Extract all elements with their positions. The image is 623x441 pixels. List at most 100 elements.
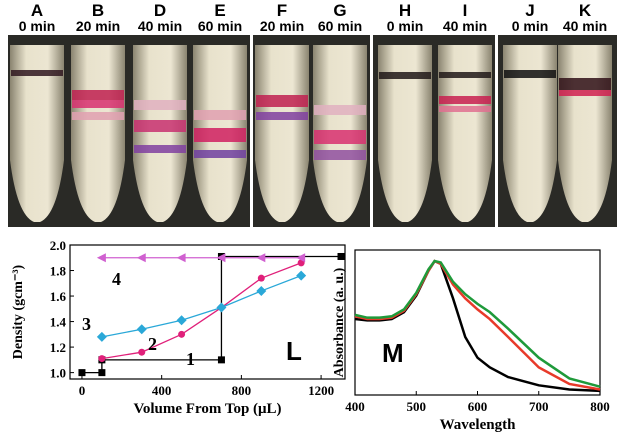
band	[194, 110, 246, 120]
marker	[217, 356, 225, 364]
series-line	[354, 259, 601, 393]
y-axis-label: Density (gcm⁻³)	[11, 264, 26, 359]
band	[439, 72, 491, 78]
panel-time: 0 min	[19, 18, 56, 34]
panel-letter: J	[525, 1, 534, 20]
x-tick-label: 800	[590, 399, 610, 414]
panel-letter: B	[92, 1, 104, 20]
series-line	[101, 262, 302, 360]
series-line	[101, 275, 302, 338]
marker	[337, 252, 345, 260]
panel-time: 60 min	[318, 18, 362, 34]
band	[72, 100, 124, 108]
marker	[176, 253, 186, 263]
band	[134, 100, 186, 110]
band	[559, 78, 611, 90]
band	[194, 128, 246, 142]
series-line	[354, 259, 601, 391]
x-axis-label: Wavelength	[440, 417, 516, 433]
panel-letter: F	[277, 1, 287, 20]
band	[72, 112, 124, 120]
panel-letter: E	[214, 1, 225, 20]
x-tick-label: 400	[152, 383, 172, 398]
x-tick-label: 1200	[308, 383, 334, 398]
marker	[96, 253, 106, 263]
tube	[503, 45, 557, 222]
panel-time: 20 min	[76, 18, 120, 34]
marker	[78, 369, 86, 377]
annotation: 1	[186, 349, 195, 369]
x-tick-label: 500	[407, 399, 427, 414]
tube	[255, 45, 309, 222]
tube	[133, 45, 187, 222]
marker	[257, 274, 265, 282]
band	[314, 150, 366, 160]
band	[439, 96, 491, 104]
band	[256, 95, 308, 107]
y-tick-label: 1.8	[50, 264, 67, 279]
marker	[296, 270, 307, 281]
x-tick-label: 800	[232, 383, 252, 398]
tube	[10, 45, 64, 222]
band	[559, 90, 611, 96]
y-tick-label: 1.4	[50, 315, 67, 330]
x-tick-label: 700	[529, 399, 549, 414]
marker	[216, 253, 226, 263]
tube	[438, 45, 492, 222]
x-axis-label: Volume From Top (μL)	[133, 401, 281, 417]
panel-letter: A	[31, 1, 43, 20]
tube	[558, 45, 612, 222]
annotation: 4	[112, 269, 121, 289]
band	[379, 72, 431, 79]
panel-label: L	[286, 336, 302, 366]
annotation: 3	[82, 314, 91, 334]
marker	[136, 324, 147, 335]
panel-time: 40 min	[443, 18, 487, 34]
band	[439, 106, 491, 112]
tube	[378, 45, 432, 222]
marker	[98, 355, 106, 363]
panel-letter: K	[579, 1, 592, 20]
panel-letter: G	[333, 1, 346, 20]
marker	[256, 285, 267, 296]
x-tick-label: 400	[345, 399, 365, 414]
marker	[176, 315, 187, 326]
panel-time: 60 min	[198, 18, 242, 34]
band	[194, 150, 246, 158]
plot-frame	[69, 244, 346, 380]
panel-time: 40 min	[138, 18, 182, 34]
y-tick-label: 1.6	[50, 289, 67, 304]
panel-letter: H	[399, 1, 411, 20]
marker	[98, 369, 106, 377]
band	[256, 112, 308, 120]
marker	[178, 330, 186, 338]
band	[504, 70, 556, 78]
panel-letter: D	[154, 1, 166, 20]
tube	[71, 45, 125, 222]
marker	[136, 253, 146, 263]
panel-label: M	[382, 338, 404, 368]
x-tick-label: 0	[79, 383, 86, 398]
marker	[256, 253, 266, 263]
band	[134, 120, 186, 132]
marker	[138, 348, 146, 356]
band	[134, 145, 186, 153]
panel-time: 40 min	[563, 18, 607, 34]
marker	[216, 302, 227, 313]
panel-time: 0 min	[387, 18, 424, 34]
band	[72, 90, 124, 100]
panel-time: 0 min	[512, 18, 549, 34]
y-tick-label: 2.0	[50, 238, 66, 253]
marker	[96, 331, 107, 342]
y-tick-label: 1.2	[50, 340, 66, 355]
band	[314, 130, 366, 144]
marker	[296, 253, 306, 263]
band	[314, 105, 366, 115]
y-axis-label: Absorbance (a. u.)	[332, 267, 347, 377]
panel-letter: I	[463, 1, 468, 20]
band	[11, 70, 63, 76]
series-line	[354, 259, 601, 388]
annotation: 2	[148, 334, 157, 354]
panel-time: 20 min	[260, 18, 304, 34]
